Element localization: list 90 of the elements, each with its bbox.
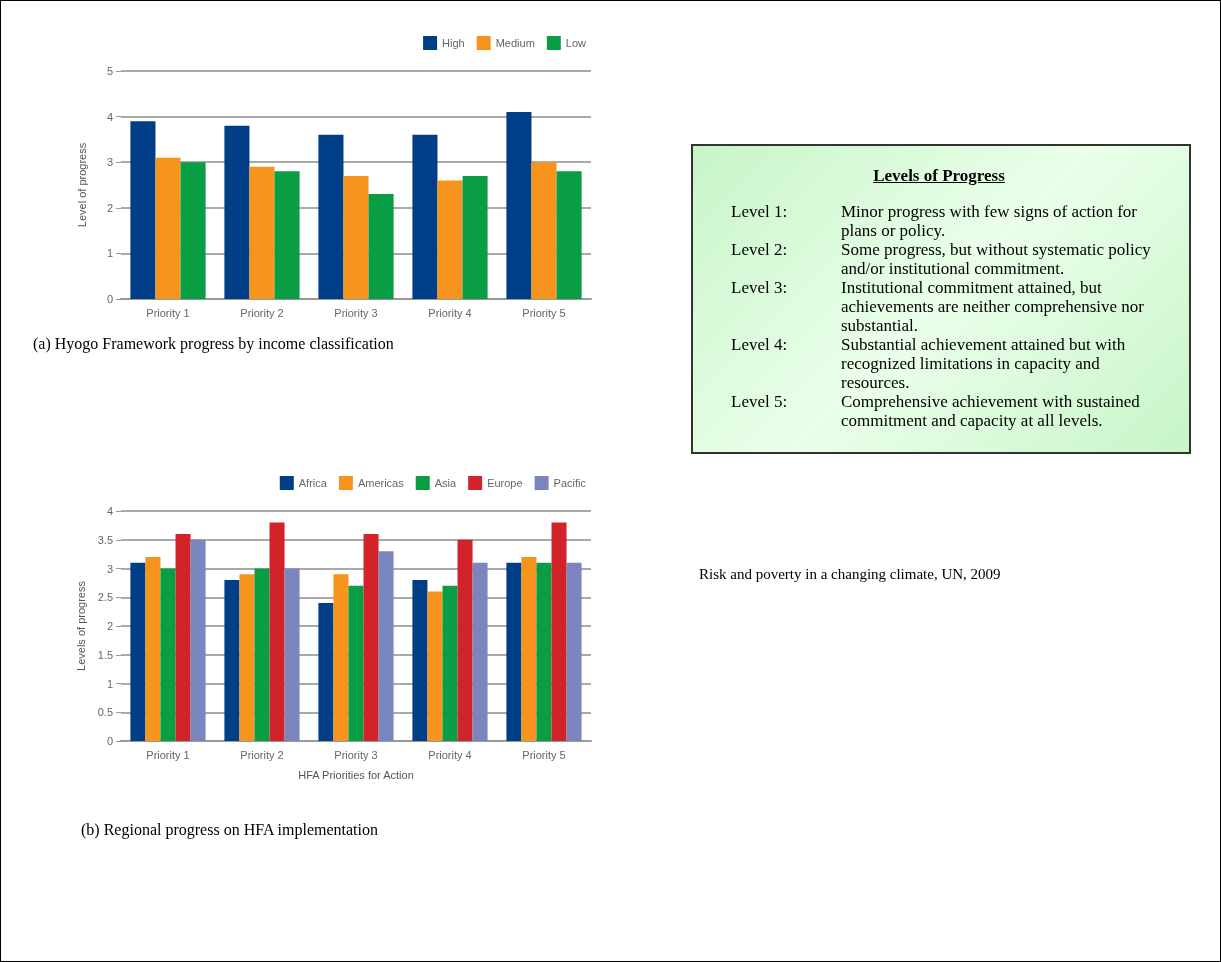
text: Level 5: (731, 392, 789, 413)
text: Level 4: (731, 335, 789, 356)
bar (318, 603, 334, 741)
y-tick-label: 2 (106, 620, 113, 632)
bar (224, 125, 250, 299)
text: Substantial achievement attained but with recognized limitations in capacity and resources. (841, 335, 1127, 392)
text: (b) Regional progress on HFA implementation (81, 821, 379, 839)
bar (412, 580, 428, 741)
y-tick-label: 3.5 (97, 533, 113, 546)
x-axis-title: HFA Priorities for Action (298, 768, 414, 781)
text: Minor progress with few signs of action for plans or policy. (841, 202, 1139, 240)
legend-label: Americas (357, 477, 405, 489)
x-tick-label: Priority 3 (334, 748, 378, 761)
y-tick-label: 3 (106, 156, 113, 169)
bar (536, 562, 552, 741)
y-tick-label: 0.5 (97, 706, 113, 719)
bar (239, 574, 255, 741)
legend-label: Africa (298, 477, 328, 489)
bar (472, 562, 488, 741)
bar (155, 157, 181, 299)
bar (145, 557, 161, 741)
y-tick-label: 3 (106, 562, 113, 575)
bar (506, 562, 522, 741)
legend-label: High (442, 37, 465, 49)
legend-label: Asia (434, 477, 458, 489)
bar (368, 194, 394, 299)
bar (551, 522, 567, 741)
text: Level 1: (731, 202, 789, 223)
y-tick-label: 1 (106, 677, 113, 690)
bar (284, 568, 300, 741)
x-tick-label: Priority 4 (428, 306, 472, 319)
text: (a) Hyogo Framework progress by income classification (33, 335, 395, 353)
y-tick-label: 4 (106, 110, 113, 123)
x-tick-label: Priority 4 (428, 748, 472, 761)
bar (556, 171, 582, 299)
y-axis-title: Levels of progress (75, 580, 88, 671)
x-tick-label: Priority 5 (522, 748, 566, 761)
text: Levels of Progress (872, 166, 1006, 186)
text: Level 3: (731, 278, 789, 299)
bar (437, 180, 463, 299)
bar (333, 574, 349, 741)
bar (378, 551, 394, 741)
legend-label: Medium (495, 37, 535, 49)
text: Institutional commitment attained, but achievements are neither comprehensive nor substantial. (841, 278, 1146, 335)
bar (224, 580, 240, 741)
bar (160, 568, 176, 741)
bar (254, 568, 270, 741)
text: Risk and poverty in a changing climate, UN, 2009 (699, 566, 1001, 583)
legend-label: Europe (487, 477, 523, 489)
bar (274, 171, 300, 299)
bar (457, 539, 473, 741)
bar (566, 562, 582, 741)
text: Level 2: (731, 240, 789, 261)
bar (343, 175, 369, 299)
text: Some progress, but without systematic policy and/or institutional commitment. (841, 240, 1151, 278)
y-tick-label: 1 (106, 247, 113, 260)
bar (190, 539, 206, 741)
x-tick-label: Priority 1 (146, 306, 190, 319)
x-tick-label: Priority 5 (522, 306, 566, 319)
bar (348, 585, 364, 741)
text: Comprehensive achievement with sustained commitment and capacity at all levels. (841, 392, 1141, 430)
y-axis-title: Level of progress (75, 142, 88, 228)
bar (175, 534, 191, 741)
bar (130, 121, 156, 299)
x-tick-label: Priority 3 (334, 306, 378, 319)
bar (427, 591, 443, 741)
bar (462, 175, 488, 299)
bar (269, 522, 285, 741)
bar (363, 534, 379, 741)
bar (531, 162, 557, 299)
y-tick-label: 2.5 (97, 591, 113, 604)
y-tick-label: 4 (106, 505, 113, 517)
y-tick-label: 1.5 (97, 648, 113, 661)
x-tick-label: Priority 1 (146, 748, 190, 761)
bar (412, 134, 438, 299)
y-tick-label: 5 (106, 65, 113, 77)
y-tick-label: 0 (106, 735, 113, 747)
bar (318, 134, 344, 299)
x-tick-label: Priority 2 (240, 306, 284, 319)
y-tick-label: 0 (106, 293, 113, 305)
y-tick-label: 2 (106, 201, 113, 214)
x-tick-label: Priority 2 (240, 748, 284, 761)
legend-label: Low (565, 37, 587, 49)
legend-label: Pacific (553, 477, 587, 489)
bar (130, 562, 146, 741)
bar (180, 162, 206, 299)
bar (506, 112, 532, 299)
bar (442, 585, 458, 741)
bar (249, 166, 275, 299)
bar (521, 557, 537, 741)
